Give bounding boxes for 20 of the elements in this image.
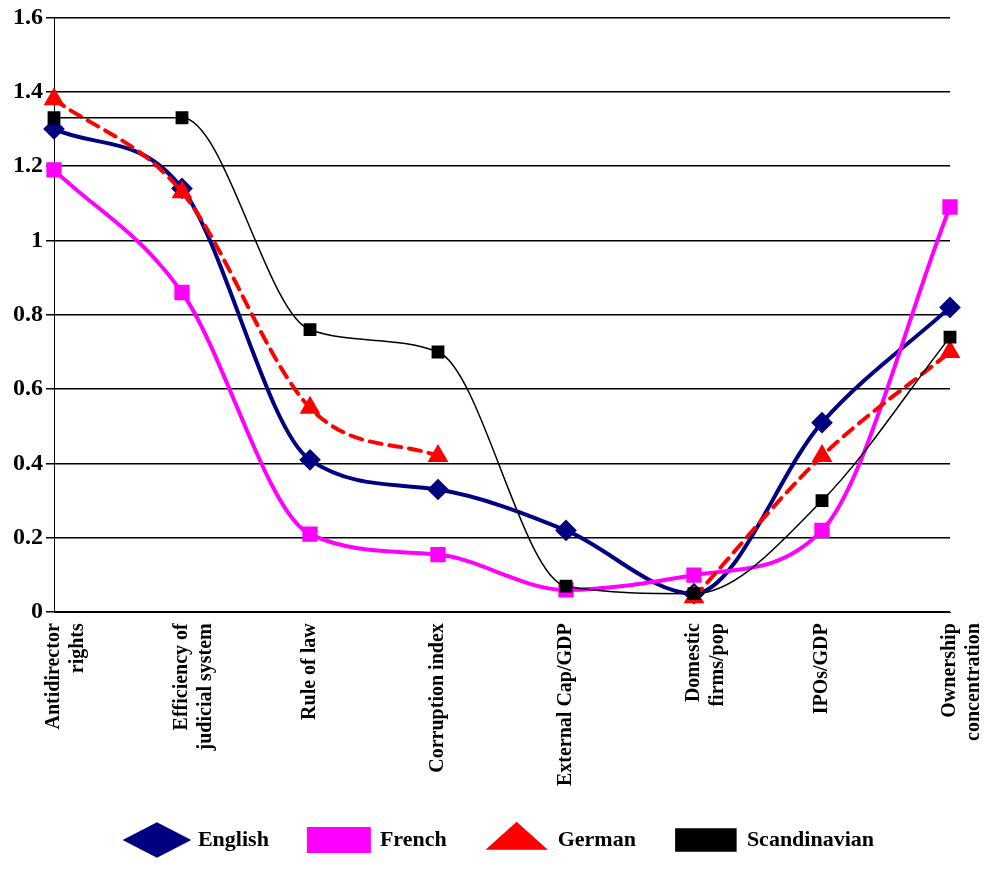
- legend-label: German: [557, 825, 636, 851]
- y-tick-label: 1.6: [13, 2, 43, 29]
- x-tick-label: IPOs/GDP: [809, 623, 832, 715]
- y-tick-label: 0.4: [13, 448, 43, 475]
- x-tick-label: Ownership concentration: [937, 623, 984, 741]
- x-tick-label: Domestic firms/pop: [681, 623, 729, 707]
- legend-label: French: [379, 825, 447, 851]
- x-tick-label: Corruption index: [425, 623, 449, 773]
- y-tick-label: 1.2: [13, 151, 43, 178]
- y-tick-label: 0: [31, 597, 43, 624]
- x-tick-label: Antidirector rights: [41, 623, 89, 730]
- legend-label: Scandinavian: [746, 825, 875, 851]
- y-tick-label: 0.8: [13, 300, 43, 327]
- legend-label: English: [197, 825, 269, 851]
- y-tick-label: 0.6: [13, 374, 43, 401]
- x-tick-label: External Cap/GDP: [553, 623, 577, 787]
- y-tick-label: 1: [31, 225, 43, 252]
- x-tick-label: Rule of law: [297, 622, 320, 720]
- y-tick-label: 0.2: [13, 523, 43, 550]
- y-tick-label: 1.4: [13, 76, 43, 103]
